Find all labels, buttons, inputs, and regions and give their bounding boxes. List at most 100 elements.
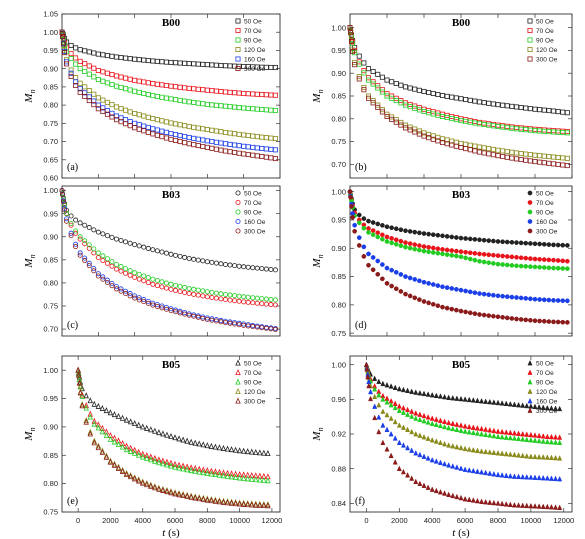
data-point [421,88,427,94]
data-point [95,402,102,409]
series-300-oe [347,25,570,169]
data-point [466,428,472,435]
panel-label: (d) [355,320,367,331]
data-point [212,496,219,503]
data-point [95,273,101,279]
data-point [481,237,487,243]
data-point [83,404,89,411]
data-point [259,325,265,331]
data-point [421,453,427,459]
data-point [123,55,129,61]
data-point [244,500,251,506]
data-point [421,248,427,254]
data-point [182,254,188,260]
data-point [173,282,179,288]
data-point [384,426,390,433]
data-point [232,142,238,148]
data-point [499,500,505,507]
legend-label: 90 Oe [244,37,262,44]
data-point [154,283,160,289]
data-point [140,450,146,457]
data-point [435,92,441,98]
data-point [76,376,83,383]
data-point [565,258,570,264]
data-point [392,404,398,411]
y-axis-label: Mn [311,254,325,268]
data-point [536,474,542,481]
panel-title: B03 [162,189,181,201]
data-point [453,117,459,123]
data-point [150,131,156,137]
data-point [209,145,215,151]
data-point [557,455,563,461]
data-point [458,254,464,260]
data-point [466,496,472,502]
data-point [537,127,543,133]
data-point [412,126,418,132]
data-point [77,86,83,92]
data-point [458,140,464,146]
data-point [400,386,406,393]
data-point [435,134,441,140]
data-point [430,111,436,117]
data-point [416,131,422,137]
data-point [154,81,160,87]
data-point [398,119,404,125]
data-point [442,490,448,496]
data-point [487,426,493,433]
data-point [257,449,263,456]
data-point [495,314,501,320]
legend-marker [527,397,533,404]
data-point [261,476,267,483]
y-tick-label: 0.80 [331,114,346,123]
data-point [454,443,460,450]
data-point [135,421,142,428]
data-point [470,429,476,436]
data-point [560,155,566,161]
data-point [366,382,372,389]
data-point [91,268,97,274]
data-point [523,151,529,157]
data-point [268,135,274,141]
data-point [491,432,497,439]
data-point [192,494,198,501]
data-point [136,126,142,132]
legend-marker [235,209,241,215]
data-point [500,293,505,299]
legend-marker [235,359,241,366]
data-point [123,121,129,127]
data-point [91,65,97,71]
data-point [396,407,402,413]
data-point [127,418,134,425]
data-point [172,434,178,441]
data-point [148,456,154,463]
data-point [444,252,450,257]
legend-label: 300 Oe [244,228,266,235]
data-point [470,397,476,403]
data-point [546,319,552,324]
data-point [487,499,493,505]
legend-marker [527,369,533,375]
data-point [523,127,529,133]
data-point [421,231,427,236]
data-point [560,258,566,264]
data-point [413,410,419,416]
data-point [213,290,219,296]
data-point [86,225,92,231]
data-point [400,424,406,430]
data-point [413,478,419,485]
data-point [191,142,197,148]
data-point [412,105,418,111]
data-point [68,42,74,48]
data-point [188,438,194,445]
plot-frame [61,355,281,513]
data-point [518,105,524,111]
data-point [483,431,489,437]
data-point [68,51,74,57]
data-point [253,500,259,507]
data-point [141,90,147,96]
data-point [380,236,385,242]
y-tick-label: 0.90 [43,232,58,241]
data-point [403,228,408,234]
data-point [495,471,501,478]
